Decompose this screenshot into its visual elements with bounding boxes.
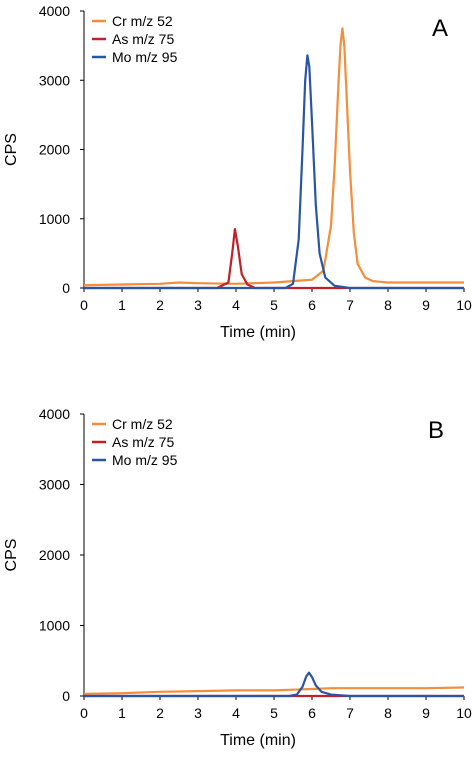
x-tick-label: 1	[118, 297, 126, 313]
x-tick-label: 9	[422, 297, 430, 313]
legend-label: Mo m/z 95	[112, 452, 178, 468]
x-tick-label: 2	[156, 297, 164, 313]
x-tick-label: 6	[308, 705, 316, 721]
y-tick-label: 0	[62, 688, 70, 704]
series-line-mo	[84, 671, 464, 698]
legend-label: Cr m/z 52	[112, 416, 173, 432]
x-tick-label: 4	[232, 297, 240, 313]
x-tick-label: 5	[270, 297, 278, 313]
panel-label: B	[428, 417, 444, 444]
chart-panel-b: 0 1000 2000 3000 4000 0 1 2 3 4 5 6 7 8 9 10 Time (min) C…	[3, 406, 472, 749]
x-axis-label: Time (min)	[220, 324, 296, 341]
x-tick-label: 6	[308, 297, 316, 313]
y-tick-label: 1000	[39, 211, 70, 227]
y-tick-label: 4000	[39, 406, 70, 422]
x-tick-label: 2	[156, 705, 164, 721]
panel-label: A	[432, 15, 448, 42]
series-line-cr	[83, 686, 465, 695]
x-tick-label: 3	[194, 297, 202, 313]
x-tick-label: 10	[456, 705, 472, 721]
x-tick-label: 8	[384, 297, 392, 313]
y-tick-label: 3000	[39, 72, 70, 88]
chart-panel-a: 0 1000 2000 3000 4000 0 1 2 3 4 5 6 7 8 9 10 Time (min) C…	[3, 3, 472, 341]
series-line-mo	[84, 54, 464, 290]
x-tick-label: 0	[80, 297, 88, 313]
series-line-cr	[83, 27, 464, 287]
x-tick-label: 0	[80, 705, 88, 721]
legend-label: As m/z 75	[112, 434, 174, 450]
x-tick-label: 7	[346, 297, 354, 313]
series-line-as	[84, 228, 464, 290]
x-tick-label: 3	[194, 705, 202, 721]
x-tick-label: 5	[270, 705, 278, 721]
y-tick-label: 1000	[39, 618, 70, 634]
y-axis-label: CPS	[3, 539, 20, 572]
x-tick-label: 4	[232, 705, 240, 721]
y-tick-label: 2000	[39, 142, 70, 158]
legend-label: Cr m/z 52	[112, 13, 173, 29]
x-tick-label: 8	[384, 705, 392, 721]
y-tick-label: 4000	[39, 3, 70, 19]
x-tick-label: 10	[456, 297, 472, 313]
x-tick-label: 9	[422, 705, 430, 721]
y-tick-label: 2000	[39, 547, 70, 563]
x-tick-label: 7	[346, 705, 354, 721]
y-tick-label: 0	[62, 280, 70, 296]
x-axis-label: Time (min)	[220, 732, 296, 749]
y-tick-label: 3000	[39, 477, 70, 493]
legend-label: Mo m/z 95	[112, 49, 178, 65]
y-axis-label: CPS	[3, 133, 20, 166]
x-tick-label: 1	[118, 705, 126, 721]
legend-label: As m/z 75	[112, 31, 174, 47]
